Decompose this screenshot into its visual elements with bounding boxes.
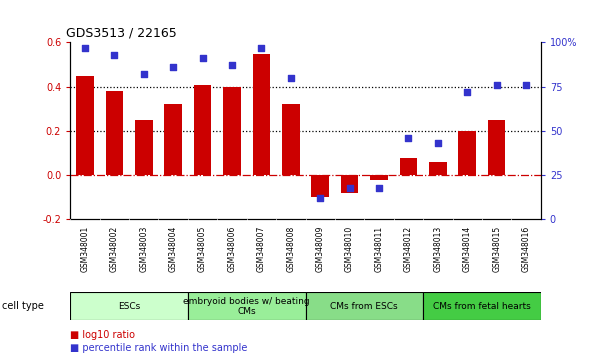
Point	[403, 135, 413, 141]
Point	[286, 75, 296, 81]
Bar	[312, 175, 329, 198]
Bar	[252, 53, 270, 175]
Text: GSM348006: GSM348006	[227, 225, 236, 272]
Bar	[135, 120, 153, 175]
Text: GSM348005: GSM348005	[198, 225, 207, 272]
Text: GSM348014: GSM348014	[463, 225, 472, 272]
Bar	[370, 175, 388, 180]
Bar	[429, 162, 447, 175]
Bar	[458, 131, 476, 175]
Text: cell type: cell type	[2, 301, 44, 311]
Point	[80, 45, 90, 51]
Bar	[423, 292, 541, 320]
Text: GSM348010: GSM348010	[345, 225, 354, 272]
Bar	[70, 292, 188, 320]
Bar	[223, 87, 241, 175]
Point	[227, 63, 237, 68]
Text: GSM348003: GSM348003	[139, 225, 148, 272]
Bar	[106, 91, 123, 175]
Point	[315, 195, 325, 201]
Point	[257, 45, 266, 51]
Point	[521, 82, 531, 88]
Point	[345, 185, 354, 190]
Bar	[76, 76, 94, 175]
Point	[139, 72, 148, 77]
Text: CMs from fetal hearts: CMs from fetal hearts	[433, 302, 531, 311]
Bar	[282, 104, 299, 175]
Text: GSM348012: GSM348012	[404, 225, 413, 272]
Text: GDS3513 / 22165: GDS3513 / 22165	[65, 27, 177, 40]
Bar	[488, 120, 505, 175]
Text: ■ percentile rank within the sample: ■ percentile rank within the sample	[70, 343, 247, 353]
Bar	[164, 104, 182, 175]
Text: GSM348001: GSM348001	[81, 225, 89, 272]
Text: GSM348009: GSM348009	[316, 225, 324, 272]
Point	[374, 185, 384, 190]
Bar	[194, 85, 211, 175]
Text: GSM348004: GSM348004	[169, 225, 178, 272]
Text: GSM348007: GSM348007	[257, 225, 266, 272]
Bar	[400, 158, 417, 175]
Text: GSM348015: GSM348015	[492, 225, 501, 272]
Bar	[341, 175, 359, 193]
Text: GSM348016: GSM348016	[522, 225, 530, 272]
Point	[198, 56, 208, 61]
Text: GSM348008: GSM348008	[287, 225, 295, 272]
Text: GSM348011: GSM348011	[375, 225, 384, 272]
Text: ESCs: ESCs	[118, 302, 140, 311]
Bar	[188, 292, 306, 320]
Point	[463, 89, 472, 95]
Point	[433, 141, 443, 146]
Point	[168, 64, 178, 70]
Text: GSM348013: GSM348013	[433, 225, 442, 272]
Point	[109, 52, 119, 58]
Bar	[306, 292, 423, 320]
Text: GSM348002: GSM348002	[110, 225, 119, 272]
Text: ■ log10 ratio: ■ log10 ratio	[70, 330, 135, 339]
Text: embryoid bodies w/ beating
CMs: embryoid bodies w/ beating CMs	[183, 297, 310, 316]
Text: CMs from ESCs: CMs from ESCs	[331, 302, 398, 311]
Point	[492, 82, 502, 88]
